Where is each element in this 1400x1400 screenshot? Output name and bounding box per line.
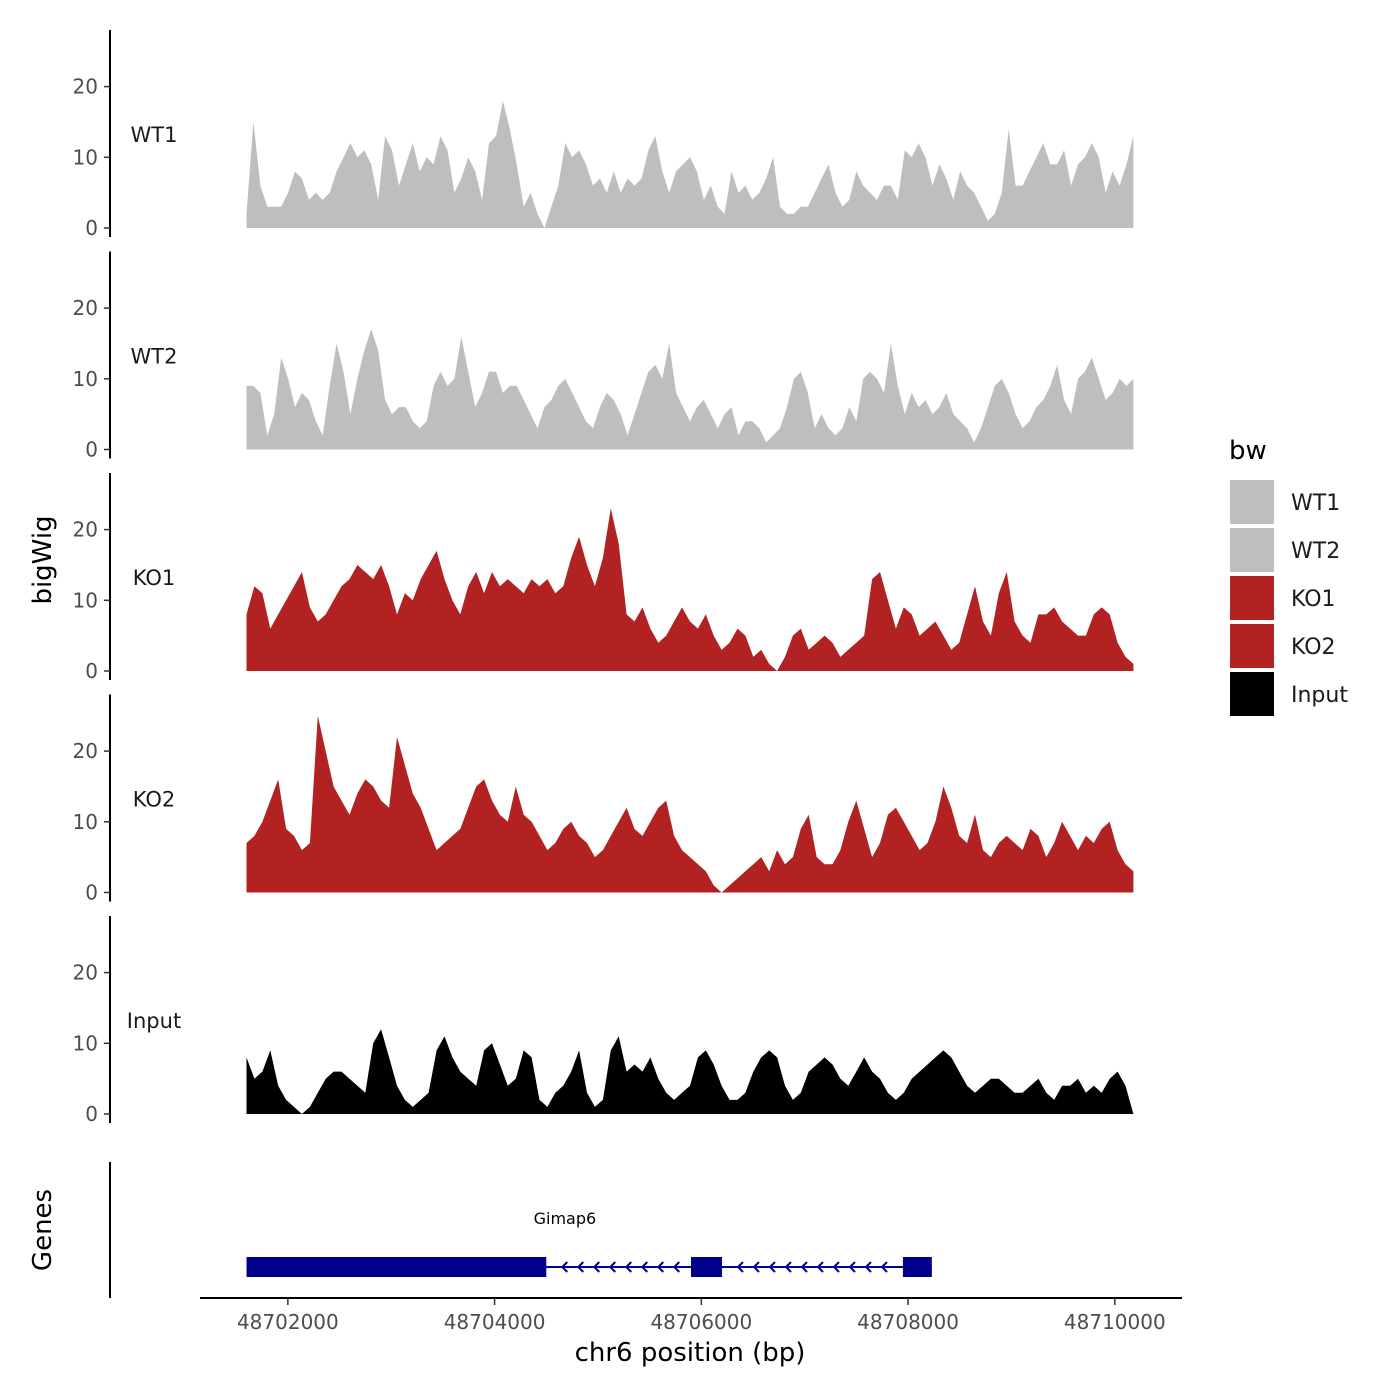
y-tick-label: 0 [85, 659, 98, 683]
gene-exon-2 [691, 1257, 723, 1277]
legend-swatch-input [1230, 672, 1274, 716]
strand-arrow [784, 1261, 792, 1273]
x-axis-title: chr6 position (bp) [575, 1338, 806, 1368]
x-tick-label: 48710000 [1064, 1310, 1166, 1334]
strand-arrow [576, 1261, 584, 1273]
y-tick-label: 20 [73, 739, 98, 763]
y-axis-title: bigWig [28, 515, 58, 604]
legend-title: bw [1229, 436, 1267, 466]
track-label-ko2: KO2 [133, 788, 176, 812]
y-tick-label: 10 [73, 145, 98, 169]
strand-arrow [592, 1261, 600, 1273]
x-axis-ticks: 48702000 48704000 48706000 48708000 48710000 [237, 1298, 1166, 1334]
strand-arrow [880, 1261, 888, 1273]
x-tick-label: 48704000 [444, 1310, 546, 1334]
strand-arrow [672, 1261, 680, 1273]
signal-area-ko1 [246, 508, 1134, 671]
strand-arrow [768, 1261, 776, 1273]
legend-swatch-wt1 [1230, 480, 1274, 524]
strand-arrow [608, 1261, 616, 1273]
track-label-input: Input [127, 1009, 181, 1033]
strand-arrow [816, 1261, 824, 1273]
y-tick-label: 0 [85, 216, 98, 240]
track-label-wt1: WT1 [131, 123, 178, 147]
legend-label-wt2: WT2 [1291, 539, 1340, 564]
gene-name-label: Gimap6 [534, 1209, 597, 1228]
gene-track-panel: Genes Gimap6 [28, 1162, 932, 1298]
track-panels: 0 10 20 WT1 0 10 20 WT2 0 10 20 KO1 0 10 20 KO2 0 10 20 Inp… [73, 30, 1134, 1126]
signal-area-ko2 [246, 715, 1134, 893]
track-wt1: 0 10 20 WT1 [73, 30, 1134, 240]
legend-items: WT1 WT2 KO1 KO2 Input [1230, 480, 1348, 716]
signal-area-input [246, 1029, 1134, 1114]
y-tick-label: 20 [73, 518, 98, 542]
y-tick-label: 10 [73, 1031, 98, 1055]
y-tick-label: 20 [73, 75, 98, 99]
track-ko1: 0 10 20 KO1 [73, 473, 1134, 683]
y-tick-label: 10 [73, 588, 98, 612]
legend-swatch-ko2 [1230, 624, 1274, 668]
signal-area-wt1 [246, 100, 1134, 228]
strand-arrow [752, 1261, 760, 1273]
strand-arrow [656, 1261, 664, 1273]
y-tick-label: 0 [85, 438, 98, 462]
gene-exon-3 [902, 1257, 932, 1277]
signal-area-wt2 [246, 329, 1134, 450]
legend-label-ko2: KO2 [1291, 635, 1336, 660]
strand-arrow [624, 1261, 632, 1273]
track-ko2: 0 10 20 KO2 [73, 694, 1134, 905]
legend-label-ko1: KO1 [1291, 587, 1336, 612]
y-tick-label: 10 [73, 367, 98, 391]
track-input: 0 10 20 Input [73, 916, 1134, 1126]
y-tick-label: 0 [85, 881, 98, 905]
legend-label-wt1: WT1 [1291, 491, 1340, 516]
legend: bw WT1 WT2 KO1 KO2 Input [1229, 436, 1348, 716]
legend-label-input: Input [1291, 683, 1348, 708]
strand-arrow [640, 1261, 648, 1273]
strand-arrow [736, 1261, 744, 1273]
legend-swatch-ko1 [1230, 576, 1274, 620]
x-tick-label: 48706000 [650, 1310, 752, 1334]
x-tick-label: 48708000 [857, 1310, 959, 1334]
strand-arrow [832, 1261, 840, 1273]
track-label-ko1: KO1 [133, 566, 176, 590]
gene-track-title: Genes [28, 1189, 58, 1271]
y-tick-label: 10 [73, 810, 98, 834]
y-tick-label: 20 [73, 961, 98, 985]
gene-model-shapes [246, 1257, 932, 1277]
x-axis: 48702000 48704000 48706000 48708000 48710000… [200, 1297, 1182, 1368]
strand-arrow [800, 1261, 808, 1273]
track-label-wt2: WT2 [131, 345, 178, 369]
x-tick-label: 48702000 [237, 1310, 339, 1334]
strand-arrow [848, 1261, 856, 1273]
legend-swatch-wt2 [1230, 528, 1274, 572]
y-tick-label: 20 [73, 296, 98, 320]
y-tick-label: 0 [85, 1102, 98, 1126]
strand-arrow [864, 1261, 872, 1273]
track-wt2: 0 10 20 WT2 [73, 251, 1134, 462]
gene-exon-1 [246, 1257, 547, 1277]
strand-arrow [560, 1261, 568, 1273]
